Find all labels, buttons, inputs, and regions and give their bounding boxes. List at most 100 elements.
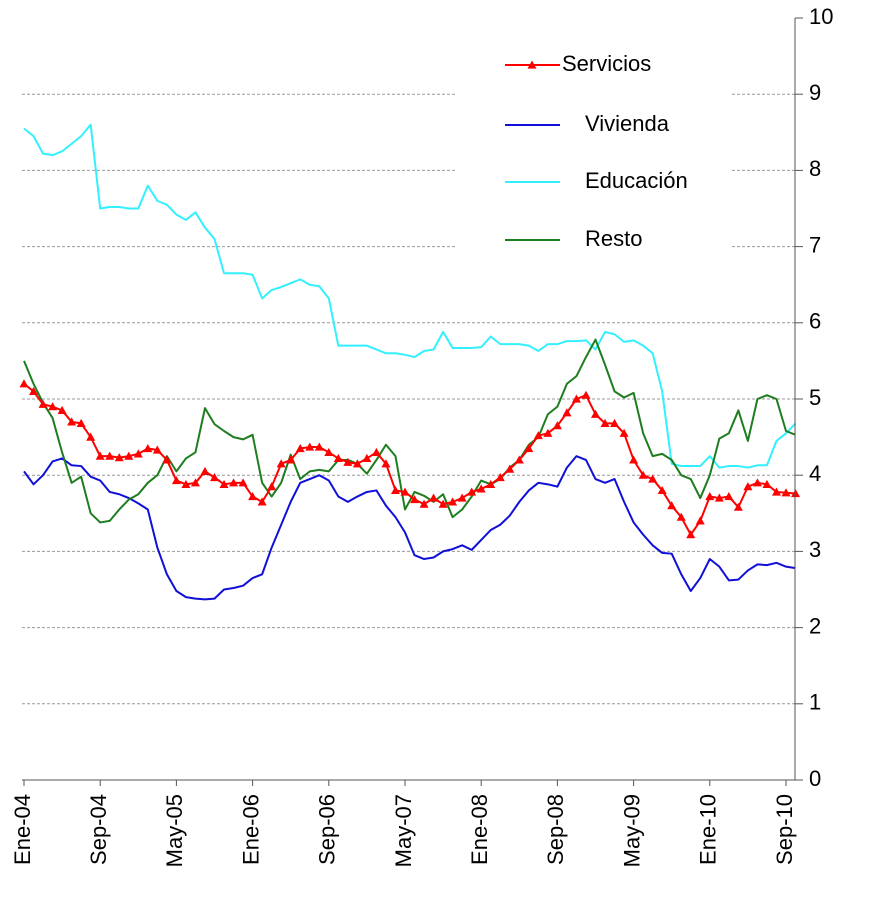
series-marker bbox=[248, 492, 258, 501]
series-marker bbox=[600, 418, 610, 427]
y-tick-label: 3 bbox=[809, 537, 821, 562]
series-marker bbox=[305, 442, 315, 451]
series-marker bbox=[752, 478, 762, 487]
grid bbox=[22, 93, 795, 705]
x-tick-label: Ene-08 bbox=[467, 794, 492, 865]
x-tick-label: Sep-08 bbox=[543, 794, 568, 865]
series-marker bbox=[429, 493, 439, 502]
series-marker bbox=[486, 479, 496, 488]
plot-lines bbox=[19, 123, 801, 601]
series-marker bbox=[657, 485, 667, 495]
series-marker bbox=[762, 479, 772, 488]
series-line bbox=[23, 123, 797, 469]
y-tick-label: 6 bbox=[809, 309, 821, 334]
series-marker bbox=[257, 497, 267, 506]
series-marker bbox=[667, 501, 677, 510]
legend-marker bbox=[527, 60, 537, 69]
x-tick-label: Sep-10 bbox=[772, 794, 797, 865]
series-marker bbox=[171, 476, 181, 485]
series-marker bbox=[495, 472, 505, 482]
series-marker bbox=[152, 445, 162, 454]
series-marker bbox=[419, 499, 429, 508]
series-marker bbox=[724, 492, 734, 501]
y-tick-label: 2 bbox=[809, 613, 821, 638]
series-marker bbox=[438, 499, 448, 508]
series-marker bbox=[686, 530, 696, 539]
series-marker bbox=[19, 379, 29, 388]
series-marker bbox=[791, 488, 801, 498]
x-tick-label: Ene-10 bbox=[696, 794, 721, 865]
series-marker bbox=[229, 478, 239, 487]
series-marker bbox=[133, 449, 143, 458]
x-tick-label: Ene-06 bbox=[238, 794, 263, 865]
series-marker bbox=[619, 428, 629, 437]
series-marker bbox=[743, 482, 753, 491]
series-marker bbox=[448, 497, 458, 506]
series-marker bbox=[124, 451, 134, 460]
series-marker bbox=[267, 482, 277, 491]
legend-label: Educación bbox=[585, 168, 688, 193]
y-tick-label: 1 bbox=[809, 690, 821, 715]
x-tick-label: Ene-04 bbox=[10, 794, 35, 865]
series-marker bbox=[362, 453, 372, 463]
series-marker bbox=[343, 457, 353, 466]
series-marker bbox=[514, 455, 524, 464]
series-marker bbox=[200, 466, 210, 475]
y-tick-label: 8 bbox=[809, 156, 821, 181]
series-marker bbox=[781, 488, 791, 497]
series-marker bbox=[543, 428, 553, 437]
series-marker bbox=[610, 418, 620, 427]
y-tick-label: 4 bbox=[809, 461, 821, 486]
x-tick-label: Sep-06 bbox=[315, 794, 340, 865]
series-marker bbox=[286, 455, 296, 464]
x-tick-label: May-07 bbox=[391, 794, 416, 867]
series-marker bbox=[48, 402, 58, 411]
series-marker bbox=[714, 493, 724, 502]
series-marker bbox=[695, 516, 705, 525]
series-marker bbox=[219, 479, 229, 488]
series-line bbox=[23, 338, 796, 524]
x-tick-label: May-09 bbox=[619, 794, 644, 867]
series-marker bbox=[390, 485, 400, 495]
series-marker bbox=[771, 487, 781, 496]
series-marker bbox=[352, 459, 362, 468]
series-marker bbox=[143, 444, 153, 453]
series-marker bbox=[114, 453, 124, 462]
legend-label: Resto bbox=[585, 226, 642, 251]
series-marker bbox=[67, 417, 77, 426]
series-marker bbox=[733, 502, 743, 511]
series-marker bbox=[676, 512, 686, 521]
series-marker bbox=[705, 492, 715, 501]
y-tick-label: 7 bbox=[809, 232, 821, 257]
series-marker bbox=[314, 442, 324, 451]
series-marker bbox=[210, 472, 219, 482]
series-marker bbox=[190, 478, 200, 487]
y-tick-label: 0 bbox=[809, 766, 821, 791]
series-line bbox=[23, 382, 796, 536]
series-marker bbox=[571, 394, 581, 403]
series-marker bbox=[638, 470, 648, 479]
series-marker bbox=[400, 487, 410, 496]
x-tick-label: May-05 bbox=[162, 794, 187, 867]
series-marker bbox=[371, 447, 381, 456]
legend: Servicios Vivienda Educación Resto bbox=[455, 40, 730, 265]
series-marker bbox=[295, 444, 305, 453]
series-marker bbox=[467, 487, 477, 496]
series-marker bbox=[57, 405, 67, 415]
series-marker bbox=[533, 431, 543, 440]
series-marker bbox=[86, 432, 96, 441]
series-marker bbox=[410, 495, 420, 504]
legend-label: Servicios bbox=[562, 51, 651, 76]
series-marker bbox=[162, 455, 172, 464]
y-tick-label: 5 bbox=[809, 385, 821, 410]
series-marker bbox=[333, 453, 343, 463]
legend-background bbox=[455, 40, 730, 265]
series-marker bbox=[648, 474, 658, 483]
series-marker bbox=[324, 447, 334, 456]
y-tick-label: 9 bbox=[809, 80, 821, 105]
legend-label: Vivienda bbox=[585, 111, 670, 136]
series-marker bbox=[562, 408, 572, 417]
series-marker bbox=[552, 421, 562, 430]
series-marker bbox=[105, 451, 115, 460]
